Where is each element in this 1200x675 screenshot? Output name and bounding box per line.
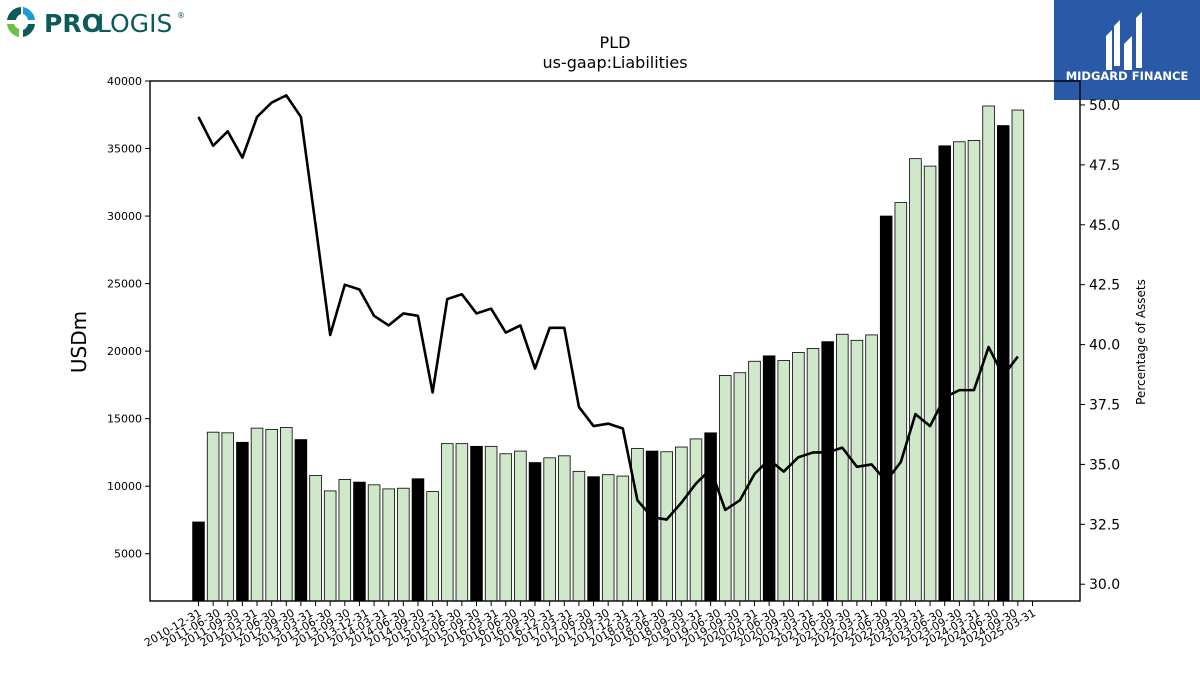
prologis-logo-text-bold: PRO bbox=[44, 9, 103, 38]
y2-tick-label: 35.0 bbox=[1089, 457, 1120, 473]
bar-2018-12-31 bbox=[660, 451, 673, 602]
bar-2019-09-30 bbox=[704, 432, 717, 602]
percentage-line bbox=[197, 94, 1019, 521]
bar-2022-12-31 bbox=[894, 202, 908, 602]
prologis-registered-mark: ® bbox=[177, 11, 185, 20]
bar-2016-12-31 bbox=[543, 457, 556, 602]
bar-2019-12-31 bbox=[718, 375, 732, 602]
bar-2024-03-31 bbox=[967, 140, 981, 602]
bar-2014-06-30 bbox=[397, 487, 410, 602]
bar-2023-03-31 bbox=[909, 158, 922, 602]
chart-subtitle: us-gaap:Liabilities bbox=[542, 53, 687, 72]
y-tick-label: 35000 bbox=[107, 143, 142, 156]
y-tick-label: 20000 bbox=[107, 345, 142, 358]
bar-2017-09-30 bbox=[587, 476, 600, 602]
bar-2014-12-31 bbox=[426, 491, 439, 602]
y-tick-label: 30000 bbox=[107, 210, 142, 223]
bar-series bbox=[192, 105, 1025, 602]
bar-2016-03-31 bbox=[499, 453, 513, 602]
bar-2018-06-30 bbox=[631, 447, 644, 602]
line-series bbox=[197, 94, 1019, 521]
bar-2019-03-31 bbox=[675, 446, 688, 602]
y2-tick-label: 40.0 bbox=[1089, 338, 1120, 354]
bar-2017-12-31 bbox=[601, 474, 615, 602]
chart-title: PLD bbox=[600, 33, 631, 52]
midgard-finance-emblem-icon bbox=[1106, 12, 1142, 70]
bar-2010-12-31 bbox=[192, 521, 205, 602]
bar-2012-06-30 bbox=[280, 427, 293, 602]
bar-2024-09-30 bbox=[996, 125, 1010, 602]
y-tick-label: 40000 bbox=[107, 75, 142, 88]
bar-2023-09-30 bbox=[938, 145, 951, 602]
bar-2011-03-31 bbox=[206, 431, 220, 602]
bar-2017-03-31 bbox=[558, 455, 571, 602]
y2-axis-label: Percentage of Assets bbox=[1134, 279, 1148, 405]
bar-2023-12-31 bbox=[953, 141, 966, 602]
y-tick-label: 10000 bbox=[107, 480, 142, 493]
bar-2015-09-30 bbox=[470, 445, 483, 602]
bar-2014-09-30 bbox=[411, 478, 425, 602]
midgard-finance-logo-text: MIDGARD FINANCE bbox=[1066, 69, 1189, 83]
bar-2024-12-31 bbox=[1011, 109, 1025, 602]
bar-2016-06-30 bbox=[514, 450, 527, 602]
y2-tick-label: 47.5 bbox=[1089, 158, 1120, 174]
axes: 5000 10000 15000 20000 25000 30000 35000 40000 3… bbox=[107, 75, 1120, 650]
plot-frame bbox=[149, 80, 1081, 602]
prologis-logo: PRO LOGIS ® bbox=[6, 7, 185, 38]
bar-2013-09-30 bbox=[353, 481, 366, 602]
bar-2021-03-31 bbox=[792, 352, 805, 602]
prologis-logo-text: LOGIS bbox=[97, 9, 172, 38]
bar-2016-09-30 bbox=[528, 462, 542, 602]
y-axis-label: USDm bbox=[67, 311, 91, 373]
y2-tick-label: 50.0 bbox=[1089, 98, 1120, 114]
bar-2015-12-31 bbox=[484, 445, 498, 602]
bar-2013-12-31 bbox=[367, 484, 381, 602]
bar-2019-06-30 bbox=[689, 438, 703, 602]
bar-2021-09-30 bbox=[821, 341, 834, 602]
bar-2011-12-31 bbox=[250, 427, 264, 602]
y2-tick-label: 37.5 bbox=[1089, 398, 1120, 414]
bar-2011-09-30 bbox=[236, 441, 249, 602]
y2-tick-label: 45.0 bbox=[1089, 218, 1120, 234]
bar-2015-06-30 bbox=[455, 443, 469, 602]
bar-2017-06-30 bbox=[572, 470, 586, 602]
midgard-finance-logo: MIDGARD FINANCE bbox=[1054, 0, 1200, 100]
bar-2022-03-31 bbox=[850, 339, 864, 602]
bar-2018-09-30 bbox=[645, 450, 659, 602]
y2-tick-label: 30.0 bbox=[1089, 577, 1120, 593]
prologis-globe-icon bbox=[6, 7, 36, 37]
bar-2023-06-30 bbox=[923, 165, 937, 602]
bar-2020-12-31 bbox=[777, 360, 791, 602]
bar-2012-03-31 bbox=[265, 429, 278, 602]
bar-2014-03-31 bbox=[382, 488, 395, 602]
bar-2013-03-31 bbox=[323, 490, 337, 602]
bar-2012-09-30 bbox=[294, 439, 308, 602]
y-tick-label: 15000 bbox=[107, 413, 142, 426]
bar-2021-06-30 bbox=[806, 348, 820, 602]
bar-2021-12-31 bbox=[836, 333, 849, 602]
bar-2020-09-30 bbox=[762, 355, 776, 602]
y2-tick-label: 42.5 bbox=[1089, 278, 1120, 294]
bar-2018-03-31 bbox=[616, 475, 630, 602]
y2-tick-label: 32.5 bbox=[1089, 517, 1120, 533]
y-tick-label: 5000 bbox=[114, 548, 142, 561]
bar-2012-12-31 bbox=[309, 474, 322, 602]
bar-2022-09-30 bbox=[879, 215, 893, 602]
y-tick-label: 25000 bbox=[107, 278, 142, 291]
bar-2013-06-30 bbox=[338, 479, 352, 602]
bar-2011-06-30 bbox=[221, 432, 235, 602]
bar-2020-03-31 bbox=[733, 372, 747, 602]
bar-2015-03-31 bbox=[440, 443, 454, 602]
